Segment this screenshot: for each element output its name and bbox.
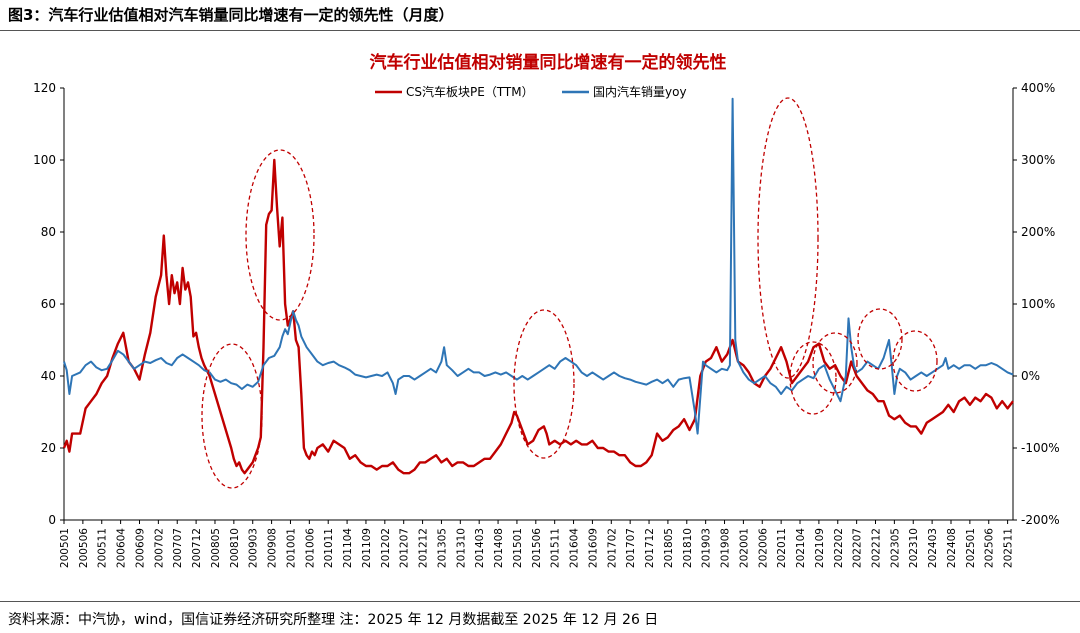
x-tick-label: 201207 (399, 528, 411, 568)
x-tick-label: 202212 (871, 528, 883, 568)
x-tick-label: 200501 (59, 528, 71, 568)
y-right-tick-label: 200% (1021, 225, 1055, 239)
x-tick-label: 202408 (946, 528, 958, 568)
annotation-ellipse-2023-b (892, 330, 938, 392)
x-tick-label: 200604 (116, 528, 128, 568)
x-tick-label: 201403 (474, 528, 486, 568)
x-tick-label: 200712 (191, 528, 203, 568)
x-tick-label: 200903 (248, 528, 260, 568)
annotation-ellipse-2008 (201, 343, 263, 489)
annotation-ellipse-2022 (812, 332, 858, 394)
x-tick-label: 201011 (323, 528, 335, 568)
y-left-tick-label: 80 (41, 225, 56, 239)
series-line-pe (62, 158, 1014, 475)
x-tick-label: 201511 (550, 528, 562, 568)
x-tick-label: 201712 (644, 528, 656, 568)
x-tick-label: 200609 (134, 528, 146, 568)
x-tick-label: 200908 (267, 528, 279, 568)
x-tick-label: 201109 (361, 528, 373, 568)
y-right-tick-label: 300% (1021, 153, 1055, 167)
x-tick-label: 200810 (229, 528, 241, 568)
x-tick-label: 202310 (908, 528, 920, 568)
y-right-tick-label: -200% (1021, 513, 1060, 527)
figure-caption: 图3：汽车行业估值相对汽车销量同比增速有一定的领先性（月度） (8, 6, 454, 24)
x-tick-label: 200707 (172, 528, 184, 568)
x-tick-label: 202511 (1003, 528, 1015, 568)
x-tick-label: 202501 (965, 528, 977, 568)
x-tick-label: 201702 (606, 528, 618, 568)
x-tick-label: 200702 (153, 528, 165, 568)
y-left-tick-label: 20 (41, 441, 56, 455)
x-tick-label: 202202 (833, 528, 845, 568)
x-tick-label: 202001 (738, 528, 750, 568)
x-tick-label: 201006 (304, 528, 316, 568)
bottom-rule (0, 601, 1080, 602)
legend-label-yoy: 国内汽车销量yoy (593, 84, 687, 99)
legend: CS汽车板块PE（TTM） 国内汽车销量yoy (375, 84, 687, 99)
chart-title: 汽车行业估值相对销量同比增速有一定的领先性 (370, 52, 727, 73)
y-right-tick-label: 400% (1021, 81, 1055, 95)
x-axis: 200501 200506 200511 200604 200609 200702 2007… (59, 520, 1015, 568)
annotation-ellipse-2023-a (857, 308, 903, 370)
x-tick-label: 201001 (285, 528, 297, 568)
x-tick-label: 201310 (455, 528, 467, 568)
x-tick-label: 202109 (814, 528, 826, 568)
x-tick-label: 200805 (210, 528, 222, 568)
x-tick-label: 201707 (625, 528, 637, 568)
x-tick-label: 200511 (97, 528, 109, 568)
x-tick-label: 201908 (720, 528, 732, 568)
x-tick-label: 201604 (569, 528, 581, 568)
x-tick-label: 202207 (852, 528, 864, 568)
annotation-ellipse-2021 (789, 341, 837, 415)
x-tick-label: 201305 (436, 528, 448, 568)
x-tick-label: 201104 (342, 528, 354, 568)
y-right-tick-label: 100% (1021, 297, 1055, 311)
x-tick-label: 201212 (418, 528, 430, 568)
y-left-tick-label: 60 (41, 297, 56, 311)
x-tick-label: 201805 (663, 528, 675, 568)
y-axis-left: 0 20 40 60 80 100 120 (33, 81, 64, 527)
x-tick-label: 202403 (927, 528, 939, 568)
y-left-tick-label: 0 (48, 513, 56, 527)
y-axis-right: -200% -100% 0% 100% 200% 300% 400% (1013, 81, 1060, 527)
source-note: 资料来源：中汽协，wind，国信证券经济研究所整理 注：2025 年 12 月数… (8, 612, 659, 628)
x-tick-label: 201609 (587, 528, 599, 568)
y-left-tick-label: 120 (33, 81, 56, 95)
top-rule (0, 30, 1080, 31)
x-tick-label: 201408 (493, 528, 505, 568)
x-tick-label: 201810 (682, 528, 694, 568)
x-tick-label: 202011 (776, 528, 788, 568)
x-tick-label: 201506 (531, 528, 543, 568)
x-tick-label: 200506 (78, 528, 90, 568)
annotation-ellipse-2021-spike (757, 97, 819, 379)
series-layer (62, 97, 1014, 475)
annotation-ellipses (201, 97, 938, 489)
series-line-yoy (63, 97, 1014, 435)
x-tick-label: 201202 (380, 528, 392, 568)
x-tick-label: 202006 (757, 528, 769, 568)
y-left-tick-label: 40 (41, 369, 56, 383)
x-tick-label: 202506 (984, 528, 996, 568)
x-tick-label: 201903 (701, 528, 713, 568)
y-left-tick-label: 100 (33, 153, 56, 167)
chart: 汽车行业估值相对销量同比增速有一定的领先性 CS汽车板块PE（TTM） 国内汽车… (33, 52, 1060, 568)
y-right-tick-label: -100% (1021, 441, 1060, 455)
x-tick-label: 201501 (512, 528, 524, 568)
y-right-tick-label: 0% (1021, 369, 1040, 383)
legend-label-pe: CS汽车板块PE（TTM） (406, 84, 534, 99)
annotation-ellipse-2015 (513, 309, 575, 459)
x-tick-label: 202305 (889, 528, 901, 568)
annotation-ellipse-2009 (245, 149, 315, 321)
x-tick-label: 202104 (795, 528, 807, 568)
